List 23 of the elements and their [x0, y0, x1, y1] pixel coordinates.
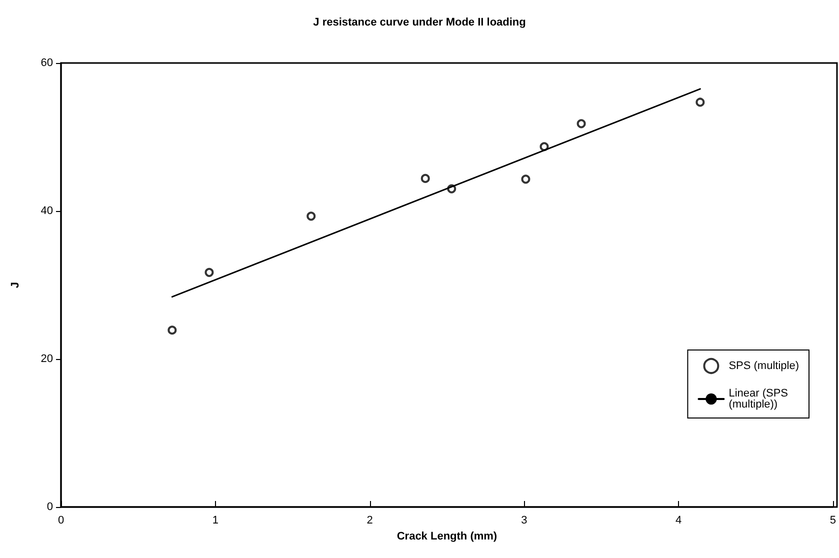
point	[420, 174, 430, 183]
point	[576, 119, 586, 128]
point	[521, 174, 530, 184]
legend-label: SPS (multiple)	[728, 360, 799, 372]
point	[696, 98, 705, 107]
y-tick-label: 0	[46, 501, 53, 513]
x-tick-label: 4	[675, 514, 682, 526]
y-tick-label: 60	[40, 57, 53, 69]
point	[306, 212, 316, 221]
point	[540, 142, 549, 152]
chart-title: J resistance curve under Mode II loading	[313, 16, 526, 28]
x-tick-label: 0	[58, 514, 64, 526]
x-tick-label: 1	[212, 514, 218, 526]
y-tick-label: 20	[40, 353, 53, 365]
point	[204, 268, 214, 277]
y-axis-title: J	[10, 282, 22, 288]
point	[168, 326, 177, 335]
x-tick-label: 2	[366, 514, 373, 526]
x-axis-title: Crack Length (mm)	[396, 530, 498, 542]
legend-label: Linear (SPS (multiple))	[728, 388, 792, 410]
x-tick-label: 3	[521, 514, 528, 526]
x-tick-label: 5	[830, 514, 836, 526]
y-tick-label: 40	[40, 205, 53, 217]
